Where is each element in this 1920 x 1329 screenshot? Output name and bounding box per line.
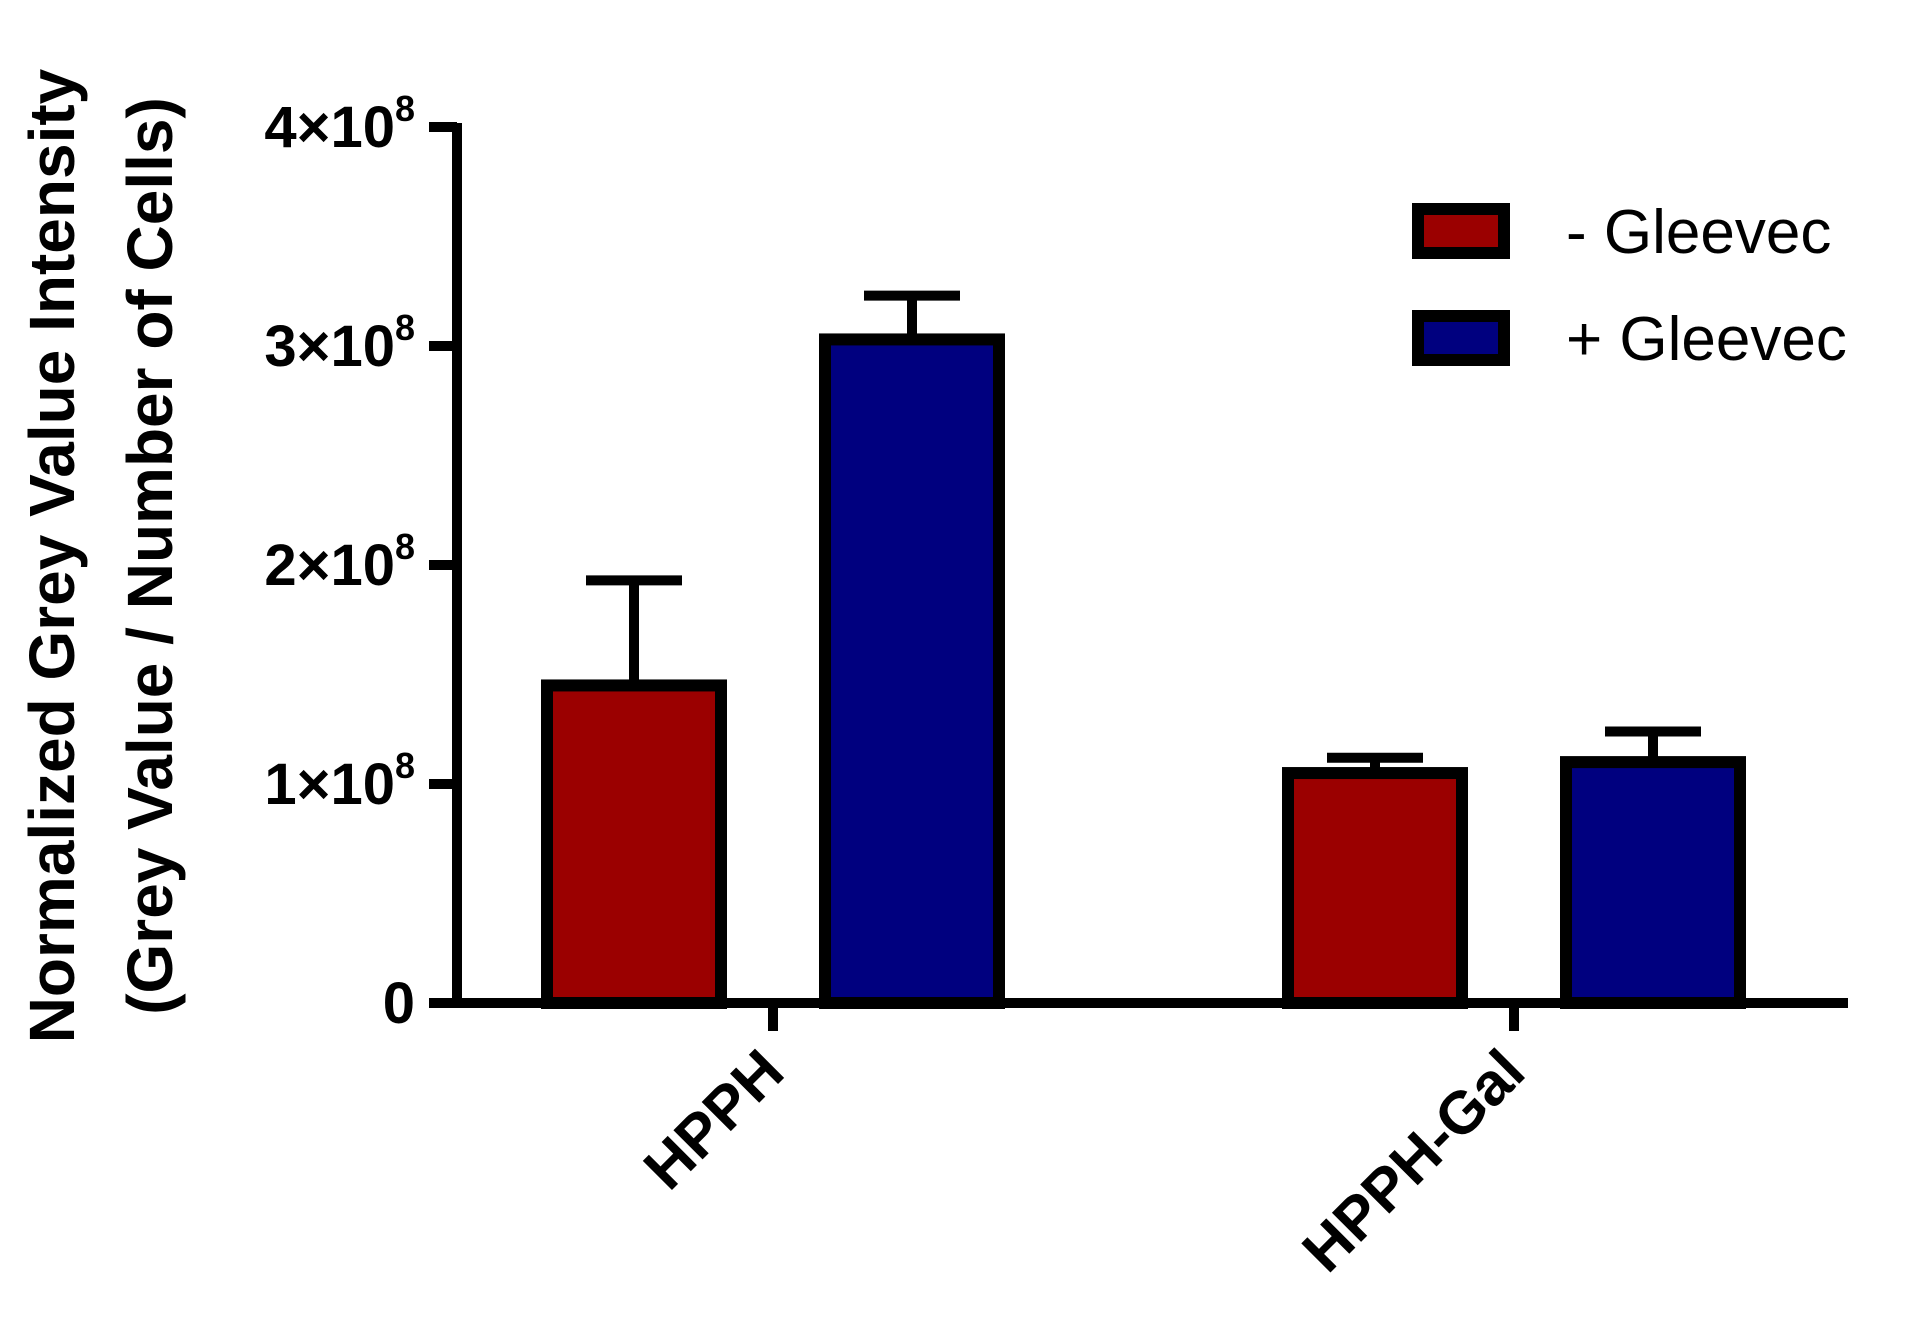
y-tick-label: 2×108 [264,526,415,598]
legend-swatch [1412,203,1510,259]
bar [1560,756,1746,1009]
legend-label: - Gleevec [1566,198,1831,267]
bar [819,333,1005,1009]
bar [1282,767,1468,1009]
bar [541,679,727,1009]
y-axis-label-line-1: Normalized Grey Value Intensity [16,68,88,1043]
legend-label: + Gleevec [1566,305,1847,374]
x-category-label: HPPH-Gal [1289,1037,1537,1285]
axes: 0 1×108 2×108 3×108 4×108 HPPH HPPH-Gal [264,88,1848,1285]
y-axis-label: Normalized Grey Value Intensity (Grey Va… [16,68,186,1043]
y-tick-label: 4×108 [264,88,415,160]
y-tick-label: 1×108 [264,745,415,817]
legend: - Gleevec + Gleevec [1412,198,1847,374]
bars [541,290,1746,1009]
y-axis-label-line-2: (Grey Value / Number of Cells) [114,97,186,1015]
y-tick-label: 3×108 [264,307,415,379]
legend-swatch [1412,310,1510,366]
y-tick-label: 0 [383,971,415,1036]
x-category-label: HPPH [631,1037,796,1202]
